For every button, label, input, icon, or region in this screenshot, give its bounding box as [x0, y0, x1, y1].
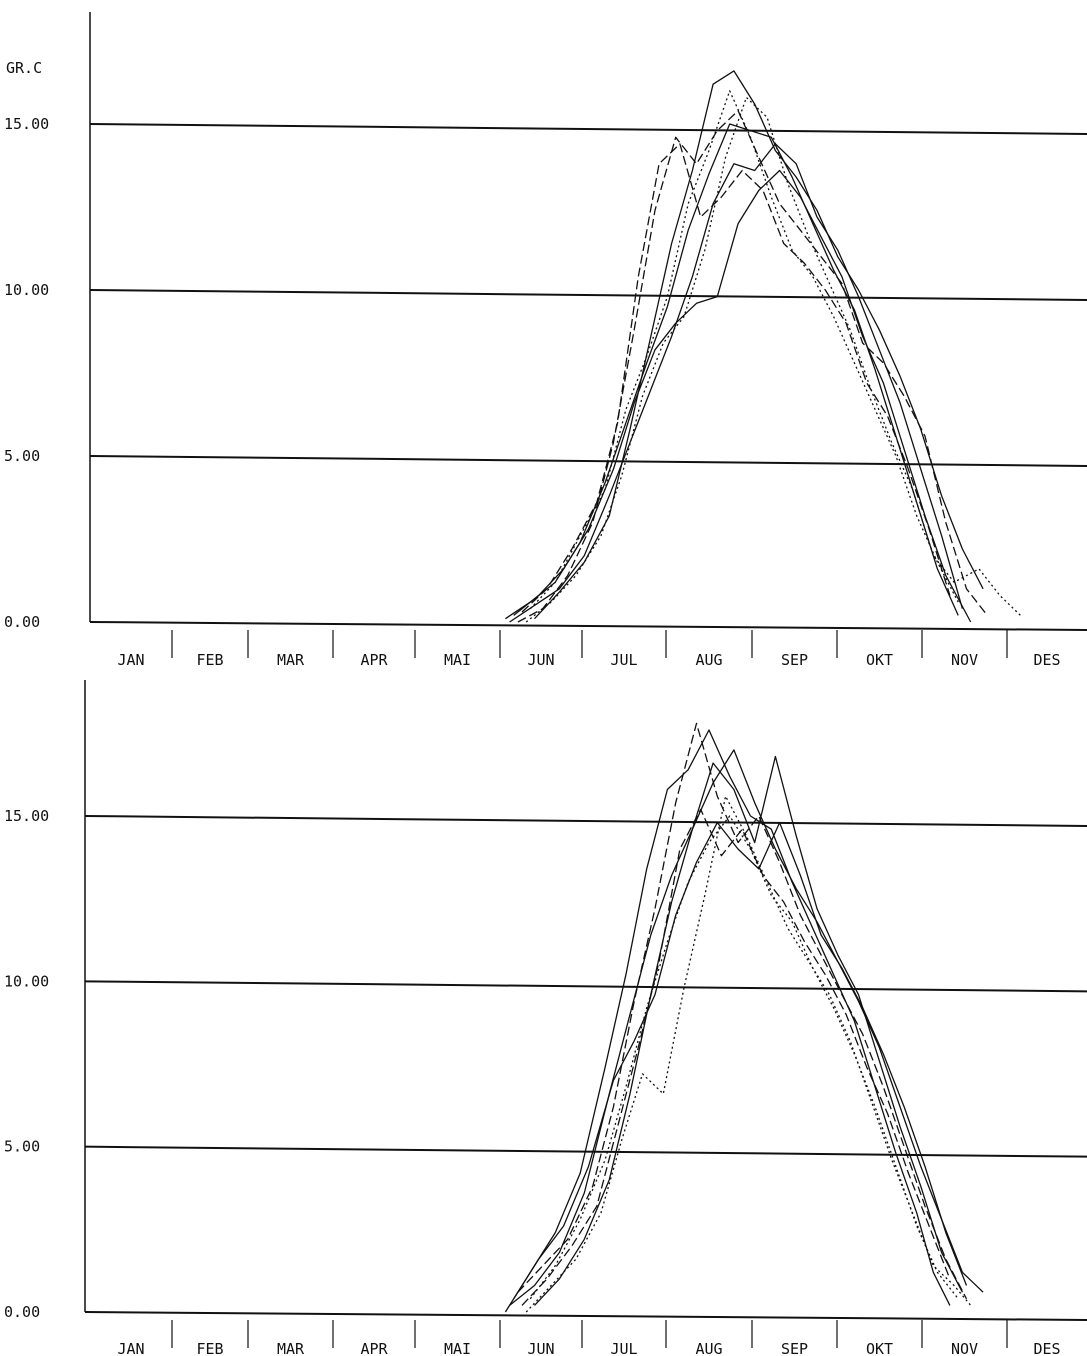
- series-line-6: [525, 795, 972, 1313]
- month-label-okt: OKT: [866, 1340, 893, 1356]
- gridline-15: [89, 123, 1087, 135]
- month-label-jun: JUN: [527, 651, 554, 669]
- gridline-5: [84, 1145, 1087, 1158]
- month-label-mai: MAI: [444, 1340, 471, 1356]
- month-label-jul: JUL: [610, 651, 637, 669]
- month-label-sep: SEP: [781, 651, 808, 669]
- gridline-10: [84, 980, 1087, 993]
- series-line-8: [534, 70, 984, 620]
- month-label-nov: NOV: [951, 1340, 978, 1356]
- y-unit-label: GR.C: [6, 59, 42, 77]
- y-tick-label: 5.00: [4, 1138, 40, 1156]
- series-line-5: [521, 143, 951, 613]
- month-label-mar: MAR: [277, 1340, 305, 1356]
- gridline-15: [84, 815, 1087, 827]
- month-label-jan: JAN: [117, 1340, 144, 1356]
- upper-temperature-panel: GR.C 0.00 5.00 10.00 15.00 JAN FEB MAR APR MAI JUN…: [4, 12, 1087, 669]
- series-line-7: [529, 90, 959, 610]
- y-tick-label: 0.00: [4, 1303, 40, 1321]
- gridline-5: [89, 455, 1087, 467]
- month-label-jul: JUL: [610, 1340, 637, 1356]
- series-line-2: [509, 755, 963, 1306]
- y-tick-label: 0.00: [4, 613, 40, 631]
- series-line-4: [517, 722, 968, 1300]
- y-tick-label: 5.00: [4, 447, 40, 465]
- y-tick-label: 15.00: [4, 807, 49, 825]
- month-label-feb: FEB: [196, 1340, 223, 1356]
- series-line-4: [517, 110, 988, 623]
- month-label-nov: NOV: [951, 651, 978, 669]
- lower-temperature-panel: 0.00 5.00 10.00 15.00 JAN FEB MAR APR MAI JUN JUL A…: [4, 680, 1087, 1356]
- month-label-mar: MAR: [277, 651, 305, 669]
- month-label-mai: MAI: [444, 651, 471, 669]
- series-line-8: [534, 749, 984, 1306]
- gridline-0: [89, 621, 1087, 631]
- series-line-1: [504, 729, 951, 1313]
- series-line-1: [505, 123, 959, 620]
- month-label-feb: FEB: [196, 651, 223, 669]
- y-tick-label: 10.00: [4, 281, 49, 299]
- month-label-des: DES: [1033, 651, 1060, 669]
- series-line-3: [513, 169, 972, 623]
- series-line-2: [509, 143, 964, 623]
- month-label-aug: AUG: [695, 651, 722, 669]
- gridline-0: [84, 1311, 1087, 1321]
- y-tick-label: 10.00: [4, 972, 49, 990]
- gridline-10: [89, 289, 1087, 301]
- series-line-7: [529, 815, 959, 1300]
- month-label-sep: SEP: [781, 1340, 808, 1356]
- month-label-okt: OKT: [866, 651, 893, 669]
- series-line-5: [521, 808, 951, 1306]
- month-label-aug: AUG: [695, 1340, 722, 1356]
- month-label-jan: JAN: [117, 651, 144, 669]
- month-label-des: DES: [1033, 1340, 1060, 1356]
- series-line-3: [513, 821, 968, 1300]
- month-label-jun: JUN: [527, 1340, 554, 1356]
- month-label-apr: APR: [360, 1340, 388, 1356]
- y-tick-label: 15.00: [4, 115, 49, 133]
- month-label-apr: APR: [360, 651, 388, 669]
